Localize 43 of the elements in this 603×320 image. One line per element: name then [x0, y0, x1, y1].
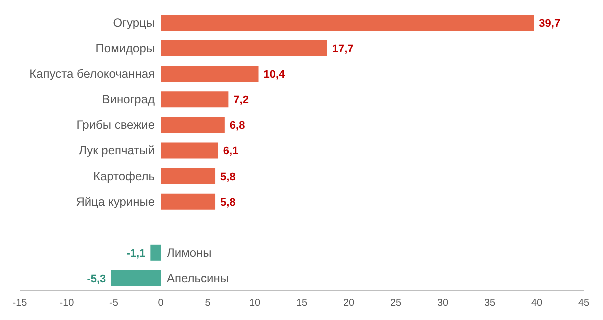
bar — [161, 194, 216, 210]
x-tick-label: 25 — [390, 298, 402, 310]
data-label: 6,1 — [223, 146, 239, 158]
y-tick-label: Лимоны — [167, 246, 212, 260]
x-tick-label: 20 — [343, 298, 355, 310]
y-tick-label: Картофель — [93, 169, 155, 184]
y-tick-label: Лук репчатый — [79, 144, 155, 158]
bar — [161, 92, 229, 108]
x-tick-label: 5 — [205, 298, 212, 310]
data-label: -5,3 — [87, 273, 106, 286]
data-label: -1,1 — [126, 248, 146, 260]
data-label: 5,8 — [220, 196, 236, 209]
bar — [161, 40, 328, 57]
data-label: 7,2 — [234, 94, 249, 107]
data-label: 6,8 — [230, 120, 246, 132]
y-tick-label: Грибы свежие — [76, 118, 156, 132]
bar — [161, 168, 216, 184]
x-tick-label: 35 — [484, 298, 496, 310]
data-label: 17,7 — [332, 44, 354, 56]
y-tick-label: Помидоры — [96, 42, 155, 56]
x-tick-label: 15 — [296, 298, 308, 310]
x-tick-label: 40 — [531, 298, 543, 310]
x-tick-label: -15 — [12, 298, 28, 310]
x-tick-label: 45 — [578, 298, 590, 310]
y-tick-label: Виноград — [102, 92, 155, 107]
bar — [150, 244, 161, 261]
y-tick-label: Огурцы — [113, 16, 155, 30]
x-tick-label: -10 — [60, 298, 75, 310]
bar — [111, 270, 161, 286]
bar — [161, 142, 218, 159]
x-tick-label: 0 — [158, 298, 164, 310]
data-label: 39,7 — [539, 18, 561, 30]
y-tick-label: Апельсины — [167, 271, 229, 286]
x-tick-label: 30 — [437, 298, 449, 310]
x-tick-label: 10 — [249, 298, 261, 310]
data-label: 10,4 — [264, 69, 286, 82]
y-tick-label: Капуста белокочанная — [30, 67, 155, 82]
bar — [161, 66, 259, 82]
data-label: 5,8 — [220, 171, 236, 184]
bar — [161, 15, 534, 31]
y-tick-label: Яйца куриные — [76, 194, 156, 209]
x-tick-label: -5 — [110, 298, 119, 310]
bar — [161, 117, 225, 134]
